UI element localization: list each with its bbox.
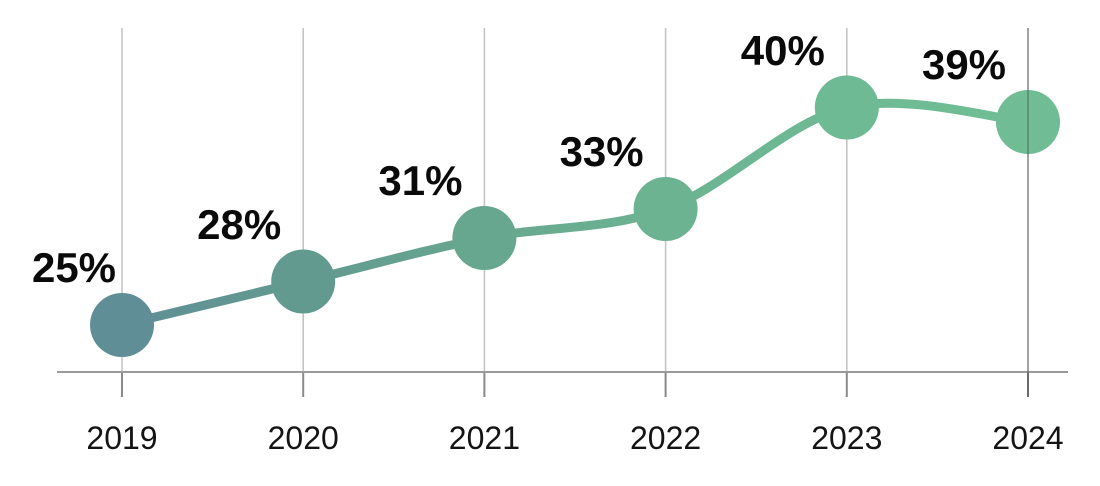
data-point-marker-2023	[814, 75, 879, 140]
data-point-marker-2022	[633, 177, 698, 241]
x-axis-tick-label-2019: 2019	[86, 420, 158, 456]
value-label-2020: 28%	[197, 200, 282, 248]
x-axis-tick-label-2023: 2023	[811, 420, 883, 456]
x-axis-tick-label-2021: 2021	[448, 420, 520, 456]
x-axis-tick-label-2024: 2024	[992, 420, 1064, 456]
value-label-2024: 39%	[921, 41, 1007, 88]
value-label-2021: 31%	[378, 157, 463, 204]
value-label-2022: 33%	[559, 128, 644, 175]
value-label-2019: 25%	[31, 244, 117, 291]
x-axis-tick-label-2022: 2022	[630, 420, 702, 456]
data-point-marker-2020	[271, 249, 336, 314]
x-axis-tick-label-2020: 2020	[267, 420, 339, 456]
data-point-marker-2019	[90, 293, 154, 357]
data-point-marker-2024	[996, 90, 1060, 154]
value-label-2023: 40%	[740, 26, 825, 74]
data-point-marker-2021	[452, 206, 517, 270]
